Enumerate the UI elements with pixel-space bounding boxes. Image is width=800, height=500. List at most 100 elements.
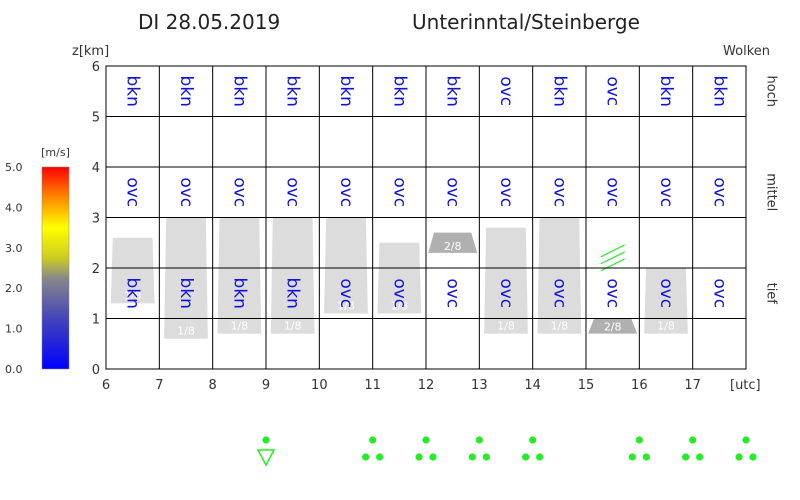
cloud-cover-code: ovc [709, 278, 729, 308]
cloud-cover-code: ovc [443, 278, 463, 308]
cloud-fraction-label: 1/8 [497, 320, 515, 333]
rain-dot [536, 453, 544, 461]
low-cloud-block [377, 242, 422, 314]
low-cloud-block [110, 237, 155, 304]
y-tick-label: 6 [92, 60, 100, 75]
cloud-cover-code: ovc [603, 278, 623, 308]
low-cloud-block [484, 227, 528, 334]
chart-date-title: DI 28.05.2019 [138, 10, 281, 34]
cloud-cover-code: bkn [443, 76, 463, 107]
cloud-cover-code: ovc [549, 177, 569, 207]
turbulence-mark [600, 258, 625, 272]
rain-dot [749, 453, 757, 461]
rain-dot [742, 436, 750, 444]
cloud-fraction-label: 1/8 [230, 320, 248, 333]
rain-dot [369, 436, 377, 444]
cloud-fraction-label: 2/8 [604, 321, 622, 334]
colorbar-tick-label: 2.0 [5, 282, 23, 295]
shower-triangle-icon [256, 449, 276, 467]
cloud-cover-code: bkn [229, 278, 249, 309]
rain-dot [689, 436, 697, 444]
x-tick-label: 6 [102, 378, 110, 393]
cloud-cover-code: ovc [496, 76, 516, 106]
rain-dot [628, 453, 636, 461]
chart-region-title: Unterinntal/Steinberge [412, 10, 640, 34]
cloud-fraction-label: 1/8 [390, 299, 408, 312]
x-tick-label: 8 [209, 378, 217, 393]
cloud-cover-code: ovc [123, 177, 143, 207]
rain-dot [635, 436, 643, 444]
partial-cloud-block [588, 318, 638, 334]
x-tick-label: 14 [524, 378, 541, 393]
colorbar-tick-label: 4.0 [5, 201, 23, 214]
partial-cloud-block [428, 232, 478, 253]
cloud-cover-code: ovc [496, 177, 516, 207]
rain-dot [376, 453, 384, 461]
shower-dot [262, 436, 270, 444]
cloud-cover-code: ovc [389, 278, 409, 308]
x-tick-label: 7 [155, 378, 163, 393]
x-axis-label: [utc] [730, 378, 761, 393]
cloud-cover-code: bkn [709, 76, 729, 107]
y-tick-label: 5 [92, 111, 100, 126]
y-axis-label: z[km] [72, 44, 109, 59]
rain-dot [422, 436, 430, 444]
colorbar-label: [m/s] [41, 146, 70, 159]
turbulence-mark [600, 251, 625, 265]
level-label: tief [764, 283, 779, 305]
wind-colorbar [41, 166, 70, 370]
cloud-cover-code: bkn [283, 76, 303, 107]
low-cloud-block [537, 217, 582, 334]
cloud-cover-code: bkn [123, 76, 143, 107]
low-cloud-block [270, 217, 315, 334]
cloud-cover-code: ovc [283, 177, 303, 207]
cloud-cover-code: bkn [389, 76, 409, 107]
cloud-fraction-label: 1/8 [550, 320, 568, 333]
cloud-fraction-label: 1/8 [177, 325, 195, 338]
rain-dot [362, 453, 370, 461]
rain-dot [468, 453, 476, 461]
cloud-cover-code: ovc [389, 177, 409, 207]
low-cloud-block [217, 217, 262, 334]
level-label: hoch [764, 75, 779, 107]
rain-dot [529, 436, 537, 444]
x-tick-label: 13 [471, 378, 488, 393]
x-tick-label: 12 [418, 378, 435, 393]
cloud-cover-code: ovc [229, 177, 249, 207]
cloud-cover-code: ovc [709, 177, 729, 207]
cloud-fraction-label: 2/8 [444, 240, 462, 253]
cloud-cover-code: bkn [283, 278, 303, 309]
rain-dot [475, 436, 483, 444]
y-tick-label: 0 [92, 363, 100, 378]
cloud-fraction-label: 1/8 [124, 289, 142, 302]
low-cloud-block [164, 217, 208, 339]
colorbar-tick-label: 5.0 [5, 161, 23, 174]
rain-dot [735, 453, 743, 461]
cloud-fraction-label: 1/8 [657, 320, 675, 333]
cloud-cover-code: bkn [229, 76, 249, 107]
cloud-cover-code: ovc [336, 278, 356, 308]
cloud-cover-code: ovc [443, 177, 463, 207]
cloud-cover-code: ovc [656, 278, 676, 308]
x-tick-label: 17 [684, 378, 701, 393]
cloud-cover-code: ovc [603, 177, 623, 207]
y-tick-label: 3 [92, 212, 100, 227]
rain-dot [429, 453, 437, 461]
cloud-cover-code: ovc [603, 76, 623, 106]
cloud-cover-code: bkn [176, 278, 196, 309]
cloud-cover-code: ovc [496, 278, 516, 308]
rain-dot [682, 453, 690, 461]
colorbar-tick-label: 0.0 [5, 363, 23, 376]
level-label: mittel [764, 173, 779, 211]
cloud-cover-code: bkn [123, 278, 143, 309]
rain-dot [642, 453, 650, 461]
rain-dot [482, 453, 490, 461]
cloud-fraction-label: 1/8 [337, 299, 355, 312]
rain-dot [415, 453, 423, 461]
cloud-cover-code: ovc [656, 177, 676, 207]
y-tick-label: 1 [92, 313, 100, 328]
x-tick-label: 16 [631, 378, 648, 393]
x-tick-label: 9 [262, 378, 270, 393]
y-tick-label: 2 [92, 262, 100, 277]
x-tick-label: 15 [578, 378, 595, 393]
